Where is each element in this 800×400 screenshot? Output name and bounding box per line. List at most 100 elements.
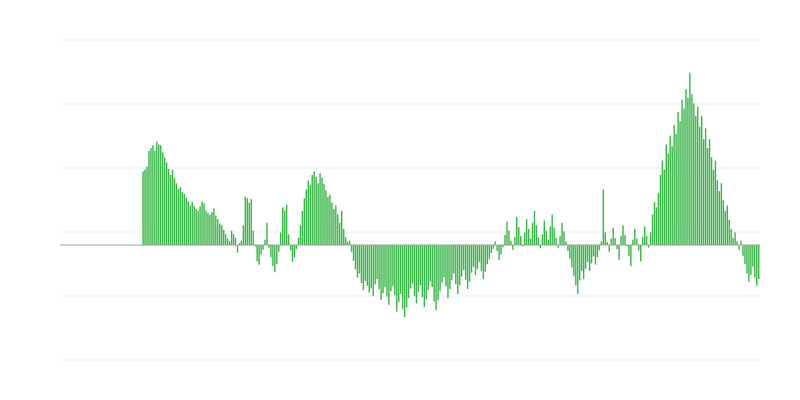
bar	[252, 230, 254, 245]
bar	[606, 242, 608, 245]
bar	[695, 115, 697, 245]
bar	[502, 245, 504, 248]
bar	[624, 234, 626, 245]
bar	[329, 194, 331, 245]
bar	[598, 245, 601, 251]
bar	[368, 245, 370, 293]
bar	[382, 245, 384, 294]
bar	[185, 197, 188, 245]
bar	[268, 245, 270, 248]
bar	[317, 183, 319, 245]
bar	[299, 225, 302, 245]
bar	[179, 186, 182, 245]
bar	[622, 225, 624, 245]
bar	[248, 202, 250, 245]
bar	[685, 88, 687, 245]
bar	[285, 204, 288, 245]
bar	[173, 178, 176, 245]
bar	[219, 223, 221, 245]
bar	[335, 205, 337, 245]
bar	[643, 226, 646, 245]
bar	[419, 245, 422, 286]
bar	[712, 169, 715, 245]
bar	[697, 106, 699, 245]
bar	[167, 168, 170, 245]
bar	[592, 245, 595, 257]
bar	[702, 139, 705, 245]
bar	[222, 229, 225, 245]
bar	[754, 245, 756, 278]
bar	[266, 222, 268, 245]
bar	[311, 175, 313, 245]
bar	[234, 237, 237, 245]
bar	[482, 245, 485, 279]
bar	[492, 245, 494, 249]
bar	[691, 94, 693, 245]
bar	[486, 245, 488, 265]
bar	[409, 245, 412, 289]
bar	[689, 72, 691, 245]
bar	[297, 237, 300, 245]
bar	[641, 237, 644, 245]
bar	[683, 108, 685, 246]
bar	[520, 236, 522, 245]
bar	[398, 245, 400, 303]
bar	[221, 225, 223, 245]
bar	[708, 139, 711, 245]
bar	[396, 245, 398, 312]
bar	[693, 103, 695, 245]
bar	[224, 234, 227, 245]
bar	[427, 245, 429, 291]
bar	[276, 245, 278, 265]
bar	[610, 238, 612, 245]
bar	[730, 228, 732, 245]
bar	[669, 135, 671, 245]
bar	[315, 176, 317, 245]
bar	[618, 245, 620, 260]
bar	[478, 245, 481, 262]
bar	[421, 245, 424, 298]
bar	[584, 245, 587, 269]
bar	[307, 180, 309, 245]
bar	[590, 245, 593, 264]
bar	[453, 245, 455, 274]
bar	[372, 245, 374, 297]
bar	[594, 245, 597, 265]
bar	[559, 236, 561, 245]
bar	[533, 210, 536, 245]
bar	[378, 245, 380, 290]
bar	[557, 245, 559, 248]
bar	[386, 245, 388, 297]
bar	[716, 180, 719, 245]
bar	[468, 245, 471, 282]
bar	[699, 126, 701, 245]
bar	[480, 245, 483, 271]
bar	[459, 245, 461, 286]
bar	[657, 192, 660, 245]
bar	[401, 245, 404, 309]
bar	[742, 245, 744, 256]
bar	[484, 245, 487, 272]
bar	[384, 245, 386, 288]
bar	[516, 217, 518, 245]
bar	[197, 210, 199, 245]
bar	[439, 245, 441, 292]
bar	[293, 245, 296, 258]
bar	[728, 219, 730, 245]
bar	[148, 150, 150, 245]
bar	[207, 212, 209, 245]
bar	[228, 241, 231, 245]
bar	[496, 245, 498, 251]
bar	[203, 203, 205, 245]
bar	[362, 245, 365, 290]
bar	[614, 237, 616, 245]
bar	[163, 157, 166, 245]
bar	[337, 214, 339, 245]
bar	[573, 245, 575, 277]
bar	[390, 245, 392, 292]
bar	[498, 245, 500, 260]
bar	[616, 245, 618, 250]
bar	[732, 237, 734, 245]
bar	[274, 245, 276, 273]
bar	[653, 201, 656, 245]
